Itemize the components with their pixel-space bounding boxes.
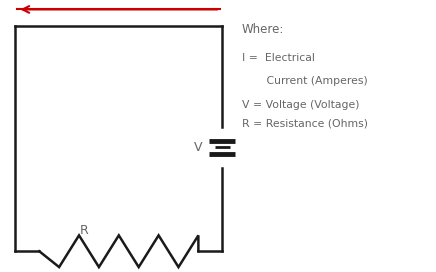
Text: R: R — [79, 224, 89, 237]
Text: Where:: Where: — [242, 23, 284, 36]
Text: Current I: Current I — [93, 0, 145, 3]
Text: V = Voltage (Voltage): V = Voltage (Voltage) — [242, 100, 359, 110]
Text: V: V — [194, 141, 203, 154]
Text: R = Resistance (Ohms): R = Resistance (Ohms) — [242, 119, 368, 129]
Text: I =  Electrical: I = Electrical — [242, 53, 315, 63]
Text: Current (Amperes): Current (Amperes) — [242, 76, 368, 86]
